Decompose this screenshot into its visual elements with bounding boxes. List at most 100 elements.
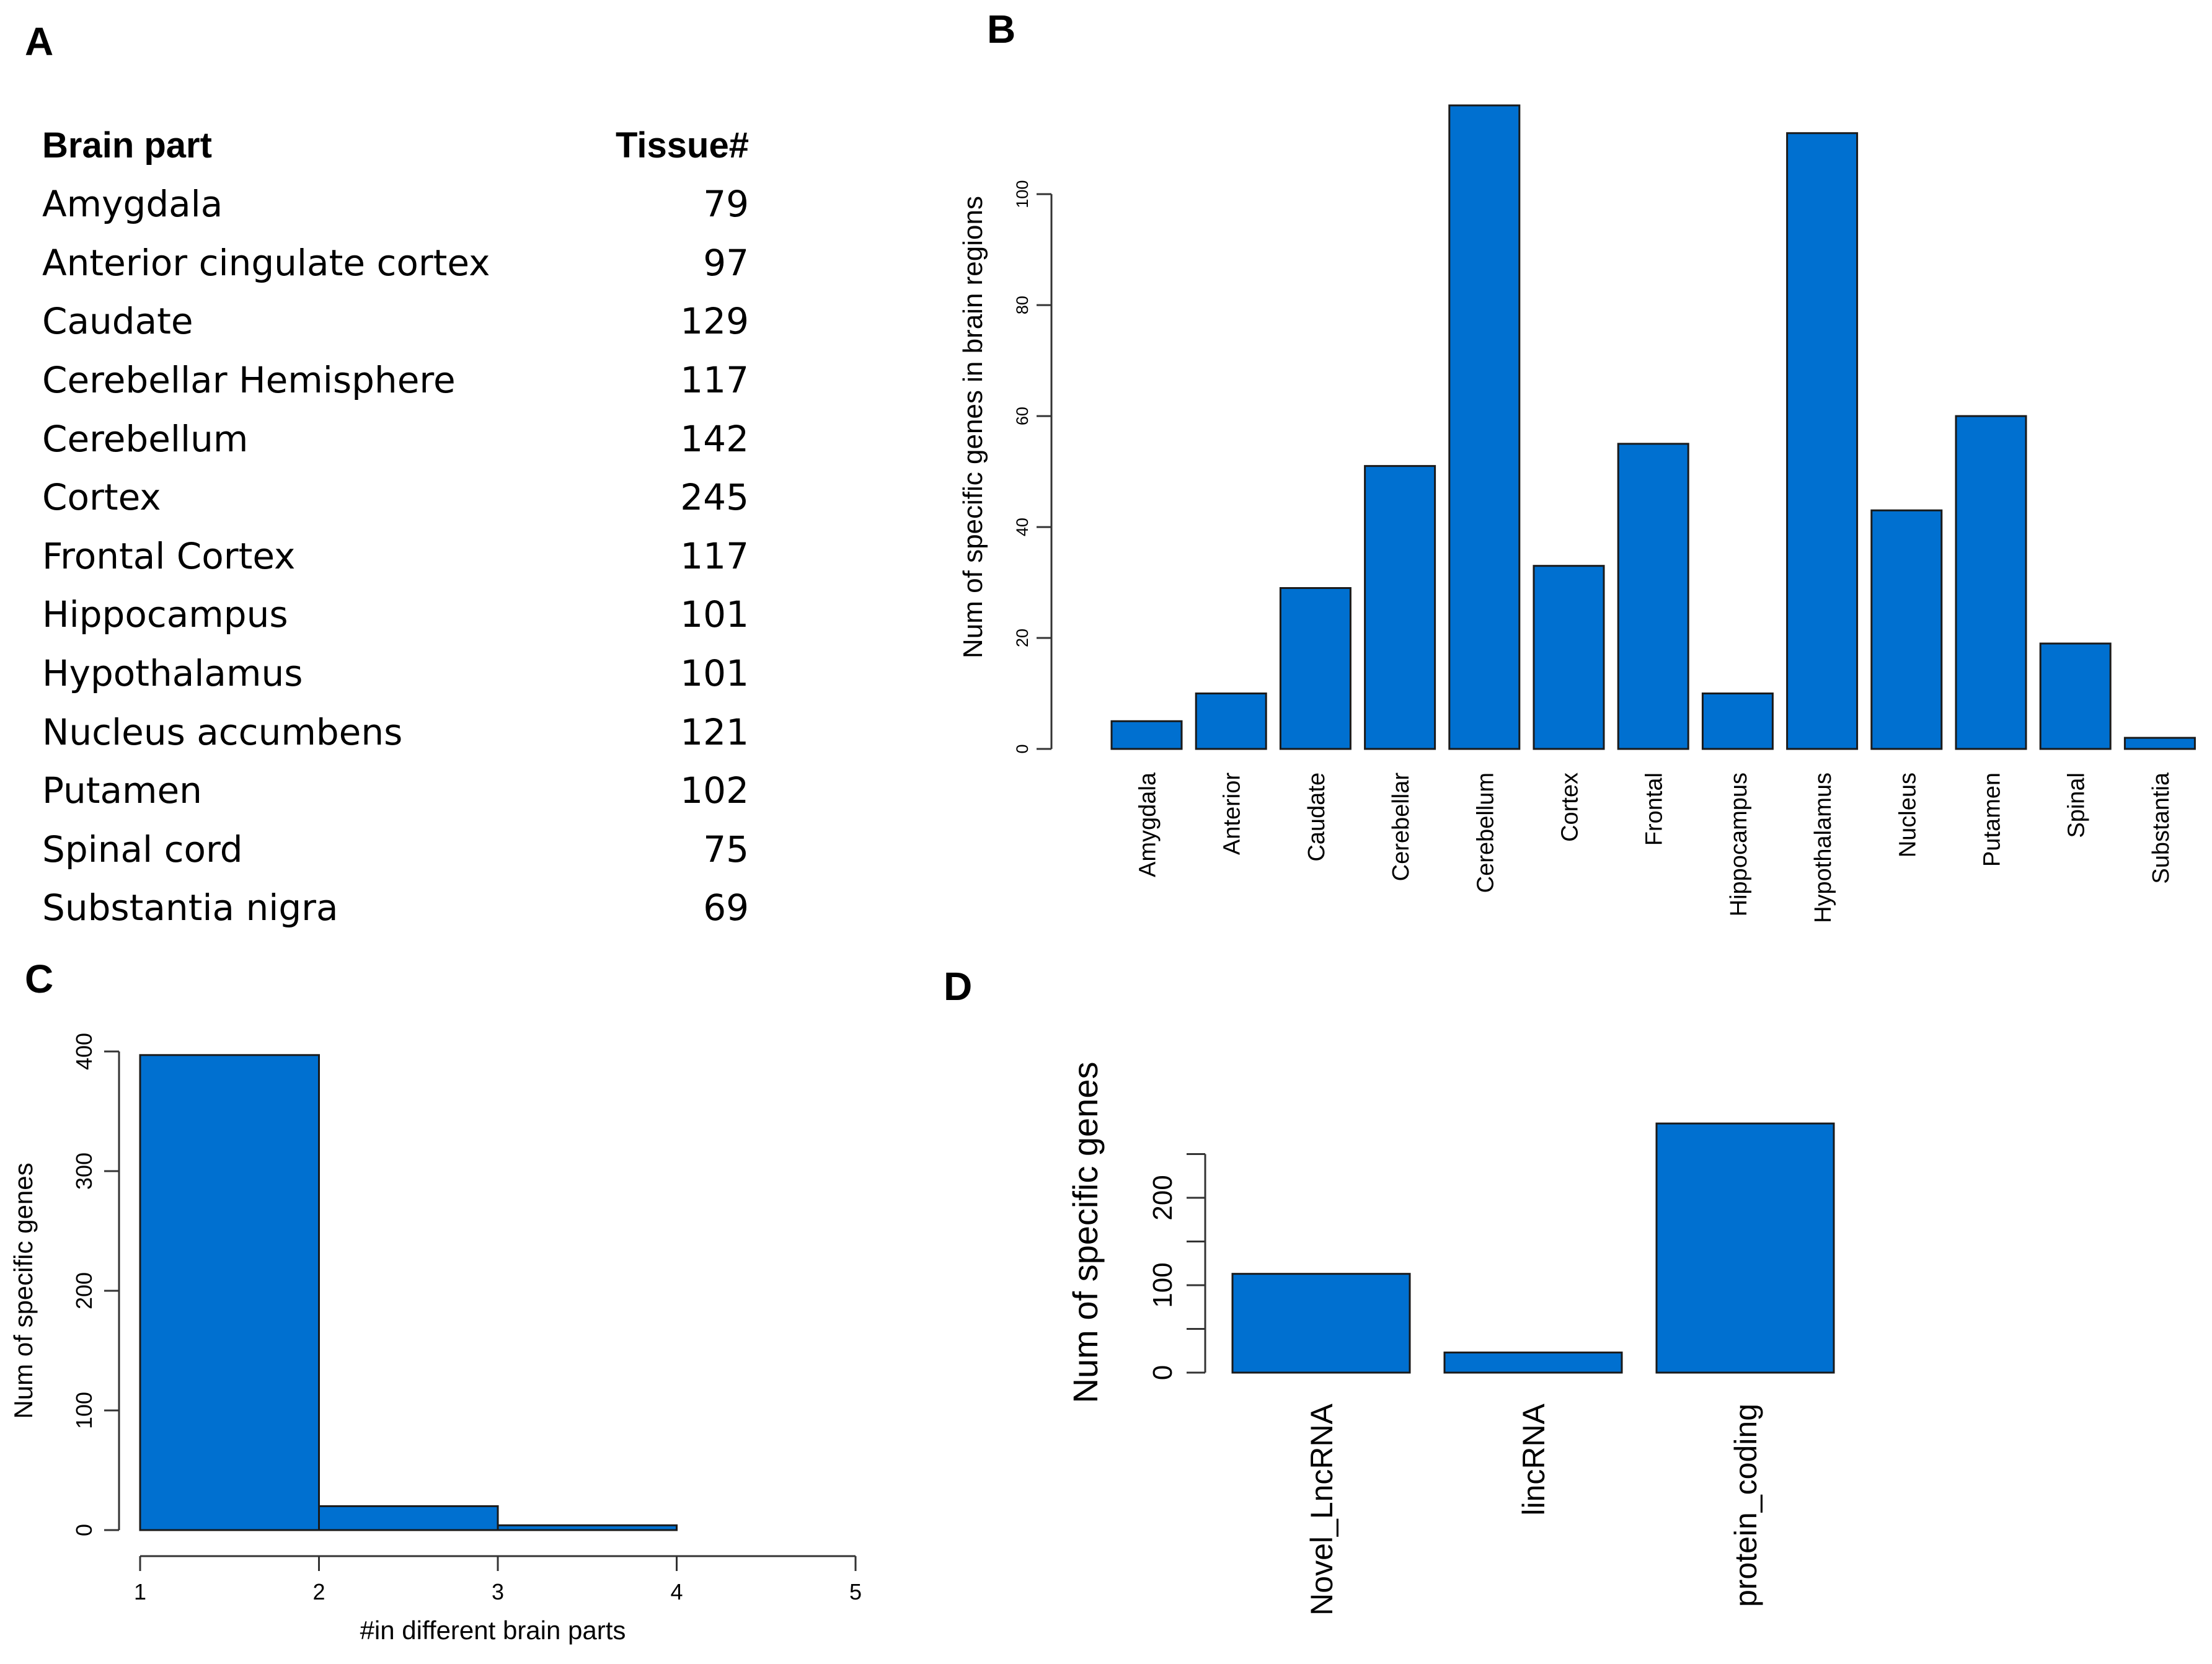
chart-c-x-tick-label: 1 [134,1579,146,1604]
chart-b-bar [1786,132,1859,750]
chart-b-bar [1364,465,1436,750]
chart-c-bar [497,1524,678,1531]
chart-d-y-axis-title: Num of specific genes [1066,1062,1105,1404]
chart-c-y-tick-label: 100 [71,1392,97,1429]
chart-c-y-tick-label: 200 [71,1272,97,1309]
chart-d-x-tick-label: protein_coding [1728,1404,1763,1607]
table-cell-brain-part: Cerebellum [42,417,249,460]
column-header-brain-part: Brain part [42,125,212,166]
chart-d-gene-type-counts: 0 100 200 Num of specific genes Novel_LncRNA… [1066,1062,1835,1616]
chart-b-x-tick-label: Hypothalamus [1810,772,1836,923]
chart-b-bar [1870,509,1943,750]
table-cell-tissue-count: 121 [680,710,749,753]
table-cell-brain-part: Hypothalamus [42,652,303,695]
table-cell-brain-part: Caudate [42,300,193,343]
chart-b-x-tick-label: Substantia [2148,772,2174,883]
chart-b-y-tick-label: 100 [1013,180,1032,208]
table-row: Cerebellum 142 [42,409,749,468]
chart-c-x-tick-label: 4 [670,1579,683,1604]
chart-b-y-tick-label: 20 [1013,629,1032,647]
chart-b-bar [1448,104,1521,750]
table-cell-tissue-count: 75 [703,828,749,870]
table-row: Putamen 102 [42,761,749,820]
table-cell-brain-part: Anterior cingulate cortex [42,241,490,284]
table-header-row: Brain part Tissue# [42,115,749,175]
table-row: Nucleus accumbens 121 [42,702,749,761]
chart-d-y-tick-label: 200 [1148,1175,1178,1220]
chart-d-y-tick-label: 0 [1148,1365,1178,1380]
table-cell-tissue-count: 142 [680,417,749,460]
table-cell-brain-part: Cortex [42,476,161,519]
table-row: Anterior cingulate cortex 97 [42,234,749,293]
chart-b-bar [1617,443,1689,750]
chart-b-y-tick-label: 60 [1013,407,1032,425]
table-cell-brain-part: Frontal Cortex [42,534,296,577]
chart-c-x-axis-title: #in different brain parts [360,1616,626,1645]
chart-b-bar [1533,565,1605,750]
chart-b-x-tick-label: Anterior [1219,772,1245,855]
table-cell-brain-part: Amygdala [42,183,223,226]
table-cell-brain-part: Spinal cord [42,828,243,870]
table-row: Cortex 245 [42,468,749,527]
table-row: Caudate 129 [42,292,749,351]
chart-b-x-tick-label: Amygdala [1135,772,1161,877]
chart-b-bar [1195,693,1267,750]
chart-d-x-tick-label: lincRNA [1516,1403,1551,1515]
table-row: Hippocampus 101 [42,585,749,644]
table-row: Cerebellar Hemisphere 117 [42,351,749,410]
chart-d-bar [1443,1352,1623,1374]
panel-label-d: D [944,964,973,1009]
chart-b-y-tick-label: 80 [1013,296,1032,314]
table-cell-tissue-count: 102 [680,769,749,812]
chart-b-gene-counts-by-region: 0 20 40 60 80 100 Num of specific genes in bra… [958,104,2196,923]
chart-b-x-tick-label: Frontal [1642,772,1668,846]
table-cell-tissue-count: 245 [680,476,749,519]
table-row: Spinal cord 75 [42,820,749,879]
table-cell-brain-part: Substantia nigra [42,887,338,929]
chart-d-y-tick-label: 100 [1148,1262,1178,1308]
table-cell-tissue-count: 69 [703,887,749,929]
chart-c-y-tick-label: 0 [71,1524,97,1536]
table-cell-tissue-count: 129 [680,300,749,343]
brain-part-table: Brain part Tissue# Amygdala 79 Anterior ci… [42,115,749,937]
column-header-tissue-count: Tissue# [616,125,749,166]
chart-c-bar [139,1054,320,1531]
chart-c-y-axis-title: Num of specific genes [9,1162,38,1418]
chart-d-bar [1655,1122,1835,1374]
chart-b-x-tick-label: Cerebellum [1472,772,1498,893]
chart-c-y-tick-label: 400 [71,1033,97,1070]
chart-b-x-tick-label: Nucleus [1895,772,1921,857]
chart-d-bar [1231,1273,1411,1374]
chart-b-y-tick-label: 40 [1013,518,1032,536]
chart-b-bar [2123,737,2196,750]
table-cell-tissue-count: 117 [680,534,749,577]
chart-b-bar [1701,693,1774,750]
table-row: Substantia nigra 69 [42,878,749,937]
chart-b-y-axis-title: Num of specific genes in brain regions [958,196,988,658]
chart-b-bar [1955,415,2027,750]
table-cell-tissue-count: 101 [680,652,749,695]
table-row: Frontal Cortex 117 [42,527,749,586]
table-cell-brain-part: Hippocampus [42,593,288,636]
chart-c-bar [318,1505,499,1531]
panel-label-c: C [25,957,54,1001]
table-cell-tissue-count: 101 [680,593,749,636]
panel-label-a: A [25,19,54,64]
chart-b-y-tick-label: 0 [1013,744,1032,753]
table-cell-brain-part: Cerebellar Hemisphere [42,359,456,402]
chart-b-x-tick-label: Spinal [2064,772,2090,838]
chart-b-bar [2039,642,2112,750]
panel-label-b: B [987,7,1016,51]
chart-d-x-tick-label: Novel_LncRNA [1304,1403,1339,1615]
chart-c-x-tick-label: 2 [312,1579,325,1604]
chart-c-x-tick-label: 3 [492,1579,504,1604]
table-cell-brain-part: Nucleus accumbens [42,710,403,753]
chart-c-histogram: 0 100 200 300 400 Num of specific genes 1 2 3 4 5 #… [9,1033,862,1645]
chart-b-x-tick-label: Cerebellar [1388,772,1414,882]
chart-b-x-tick-label: Caudate [1304,772,1330,862]
table-cell-brain-part: Putamen [42,769,202,812]
chart-c-x-tick-label: 5 [849,1579,862,1604]
chart-b-x-tick-label: Cortex [1557,772,1583,842]
chart-c-y-tick-label: 300 [71,1153,97,1190]
chart-b-bar [1110,720,1183,750]
